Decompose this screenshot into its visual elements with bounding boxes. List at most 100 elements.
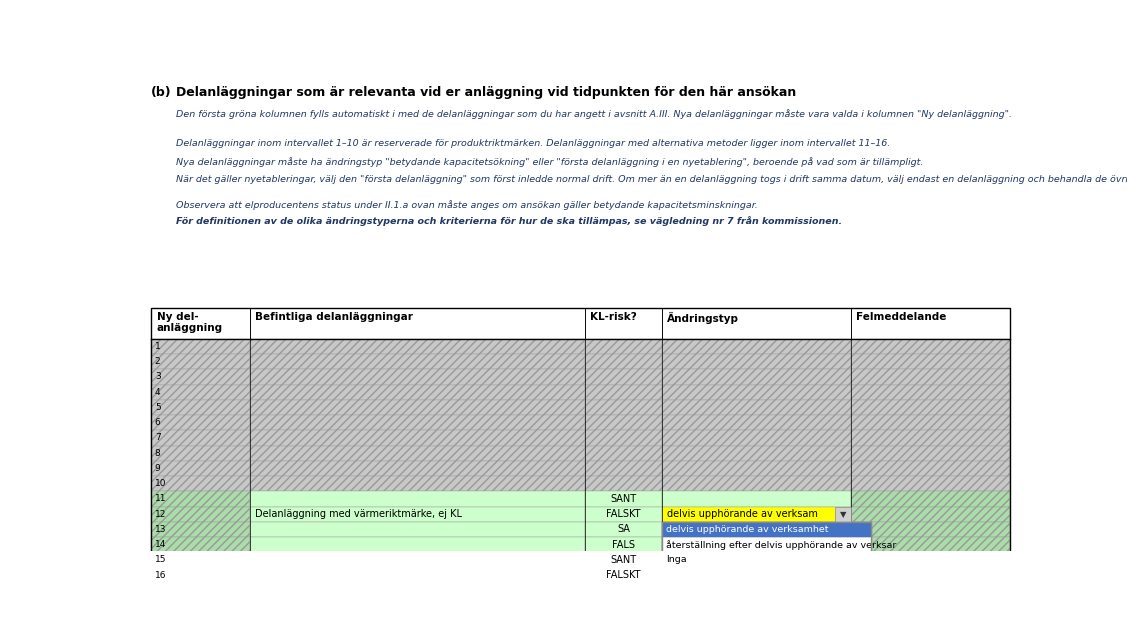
Bar xyxy=(851,430,1010,446)
Bar xyxy=(663,522,871,568)
Bar xyxy=(663,354,851,370)
Text: När det gäller nyetableringar, välj den "första delanläggning" som först inledde: När det gäller nyetableringar, välj den … xyxy=(176,175,1127,184)
Bar xyxy=(585,506,663,522)
Bar xyxy=(663,476,851,491)
Text: 12: 12 xyxy=(154,509,166,519)
Bar xyxy=(663,384,851,400)
Text: Inga: Inga xyxy=(666,555,686,565)
Bar xyxy=(851,491,1010,506)
Text: För definitionen av de olika ändringstyperna och kriterierna för hur de ska till: För definitionen av de olika ändringstyp… xyxy=(176,216,842,226)
Bar xyxy=(585,476,663,491)
Text: 10: 10 xyxy=(154,479,167,488)
Text: 5: 5 xyxy=(154,403,161,412)
Bar xyxy=(851,506,1010,522)
Bar xyxy=(851,384,1010,400)
Bar xyxy=(151,370,250,384)
Bar xyxy=(585,339,663,354)
Bar xyxy=(151,522,250,537)
Bar xyxy=(585,522,663,537)
Bar xyxy=(151,446,250,461)
Text: delvis upphörande av verksam: delvis upphörande av verksam xyxy=(666,509,817,519)
Text: 15: 15 xyxy=(154,555,167,565)
Text: (b): (b) xyxy=(151,86,172,99)
Bar xyxy=(250,522,585,537)
Bar xyxy=(851,415,1010,430)
Text: 3: 3 xyxy=(154,373,161,381)
Text: Befintliga delanläggningar: Befintliga delanläggningar xyxy=(256,311,414,322)
Bar xyxy=(663,552,871,568)
Bar xyxy=(851,400,1010,415)
Bar xyxy=(250,370,585,384)
Bar xyxy=(851,537,1010,552)
Bar xyxy=(663,522,871,537)
Text: Observera att elproducentens status under II.1.a ovan måste anges om ansökan gäl: Observera att elproducentens status unde… xyxy=(176,201,757,210)
Text: Nya delanläggningar måste ha ändringstyp "betydande kapacitetsökning" eller "för: Nya delanläggningar måste ha ändringstyp… xyxy=(176,157,923,167)
Bar xyxy=(151,568,250,583)
Bar xyxy=(663,446,851,461)
Text: 16: 16 xyxy=(154,571,167,580)
Text: delvis upphörande av verksamhet: delvis upphörande av verksamhet xyxy=(666,525,828,534)
Text: Ändringstyp: Ändringstyp xyxy=(667,311,739,324)
Text: SA: SA xyxy=(618,524,630,534)
Text: 6: 6 xyxy=(154,418,161,427)
Bar xyxy=(151,384,250,400)
Bar xyxy=(663,568,851,583)
Text: FALS: FALS xyxy=(612,540,636,550)
Bar xyxy=(585,461,663,476)
Text: 13: 13 xyxy=(154,525,167,534)
Bar xyxy=(250,446,585,461)
Bar xyxy=(663,308,851,339)
Bar xyxy=(151,354,250,370)
Bar xyxy=(250,476,585,491)
Text: Delanläggning med värmeriktmärke, ej KL: Delanläggning med värmeriktmärke, ej KL xyxy=(256,509,462,519)
Bar xyxy=(151,476,250,491)
Bar xyxy=(151,491,250,506)
Bar xyxy=(663,461,851,476)
Text: 4: 4 xyxy=(154,387,160,397)
Bar xyxy=(663,552,851,568)
Bar xyxy=(250,339,585,354)
Text: FALSKT: FALSKT xyxy=(606,509,641,519)
Bar xyxy=(585,308,663,339)
Text: ▼: ▼ xyxy=(840,509,846,519)
Bar xyxy=(585,354,663,370)
Bar xyxy=(851,354,1010,370)
Bar xyxy=(250,354,585,370)
Bar xyxy=(151,506,250,522)
Bar xyxy=(250,506,585,522)
Text: 8: 8 xyxy=(154,449,161,457)
Text: Den första gröna kolumnen fylls automatiskt i med de delanläggningar som du har : Den första gröna kolumnen fylls automati… xyxy=(176,109,1012,119)
Bar xyxy=(851,522,1010,537)
Bar xyxy=(250,430,585,446)
Bar xyxy=(585,446,663,461)
Bar xyxy=(663,522,871,568)
Bar xyxy=(663,400,851,415)
Text: SANT: SANT xyxy=(611,494,637,504)
Bar xyxy=(585,370,663,384)
Text: 14: 14 xyxy=(154,540,166,549)
Bar xyxy=(585,537,663,552)
Bar xyxy=(851,568,1010,583)
Bar xyxy=(585,568,663,583)
Bar xyxy=(151,400,250,415)
Bar xyxy=(250,384,585,400)
Bar xyxy=(151,415,250,430)
Text: KL-risk?: KL-risk? xyxy=(591,311,637,322)
Bar xyxy=(250,415,585,430)
Text: återställning efter delvis upphörande av verksar: återställning efter delvis upphörande av… xyxy=(666,540,896,550)
Text: 1: 1 xyxy=(154,342,161,351)
Bar xyxy=(851,461,1010,476)
Bar xyxy=(250,568,585,583)
Bar xyxy=(250,552,585,568)
Bar xyxy=(250,461,585,476)
Bar xyxy=(151,583,1010,596)
Bar xyxy=(663,537,871,552)
Bar xyxy=(250,400,585,415)
Bar xyxy=(663,522,851,537)
Text: 7: 7 xyxy=(154,433,161,443)
Bar xyxy=(851,308,1010,339)
Bar xyxy=(585,491,663,506)
Text: 2: 2 xyxy=(154,357,160,366)
Bar xyxy=(151,552,250,568)
Text: Delanläggningar som är relevanta vid er anläggning vid tidpunkten för den här an: Delanläggningar som är relevanta vid er … xyxy=(176,86,796,99)
